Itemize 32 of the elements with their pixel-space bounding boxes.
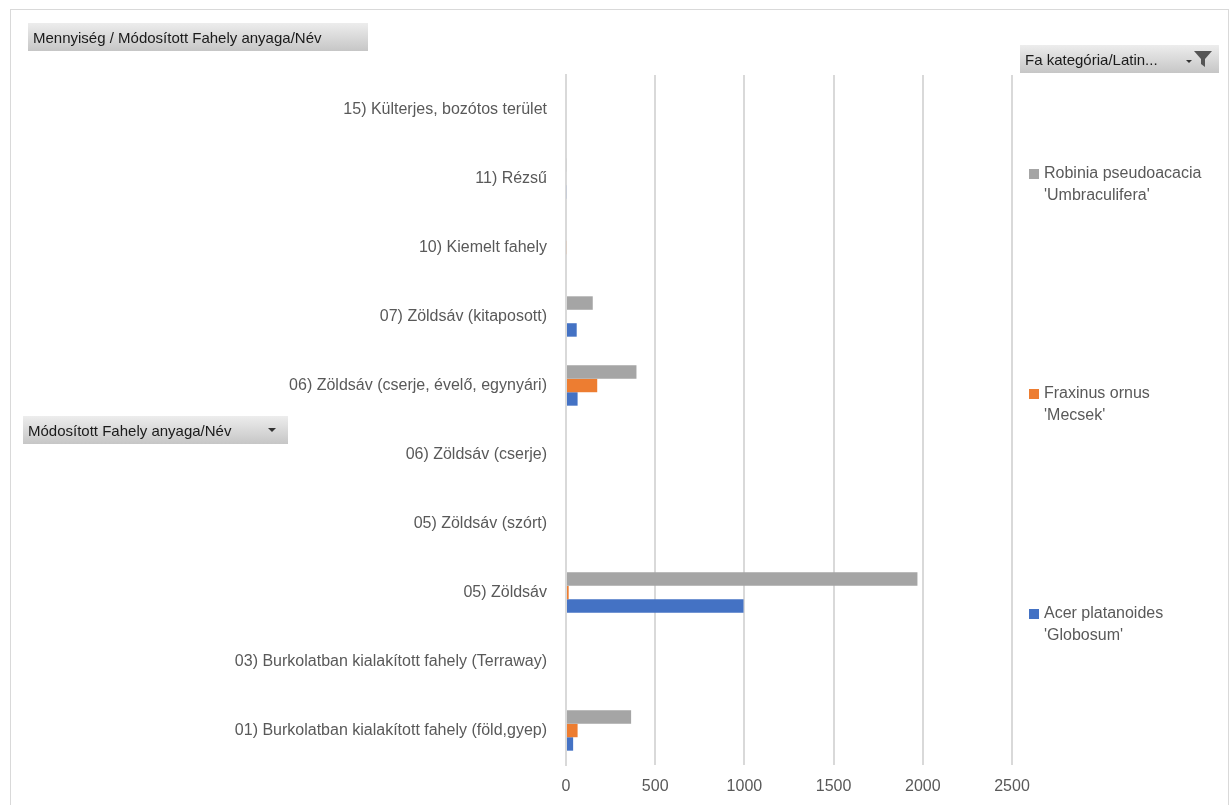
y-axis-title: Módosított Fahely anyaga/Név — [28, 422, 232, 441]
y-tick-label: 07) Zöldsáv (kitaposott) — [379, 306, 547, 324]
bar — [567, 599, 744, 613]
bar — [567, 737, 574, 751]
y-tick-label: 15) Külterjes, bozótos terület — [343, 99, 548, 117]
legend-title: Fa kategória/Latin... — [1025, 51, 1158, 70]
bar — [567, 378, 598, 393]
bar — [567, 392, 578, 406]
x-tick-label: 2500 — [994, 777, 1030, 795]
y-tick-label: 05) Zöldsáv — [463, 582, 547, 600]
y-tick-label: 05) Zöldsáv (szórt) — [413, 513, 547, 531]
bar — [567, 710, 632, 724]
x-tick-label: 1000 — [726, 777, 763, 795]
legend-label: Robinia pseudoacacia 'Umbraculifera' — [1044, 164, 1202, 204]
y-tick-label: 01) Burkolatban kialakított fahely (föld,gyep) — [234, 720, 547, 738]
x-tick-label: 2000 — [905, 777, 941, 795]
x-tick-label: 500 — [641, 777, 669, 795]
x-tick-label: 0 — [561, 777, 571, 795]
y-tick-label: 06) Zöldsáv (cserje) — [405, 444, 547, 462]
legend-label: Fraxinus ornus 'Mecsek' — [1044, 384, 1150, 424]
y-tick-label: 03) Burkolatban kialakított fahely (Terraway) — [234, 651, 547, 669]
text: Mennyiség / Módosított Fahely anyaga/Név — [33, 29, 322, 48]
y-tick-label: 06) Zöldsáv (cserje, évelő, egynyári) — [289, 375, 547, 393]
bar — [567, 296, 593, 310]
bar — [567, 723, 578, 738]
bar — [567, 323, 577, 337]
legend-label: Acer platanoides 'Globosum' — [1044, 604, 1164, 644]
y-tick-label: 11) Rézsű — [475, 168, 548, 186]
y-tick-label: 10) Kiemelt fahely — [418, 237, 547, 255]
bar — [567, 572, 918, 586]
bar — [567, 365, 637, 379]
x-tick-label: 1500 — [815, 777, 852, 795]
